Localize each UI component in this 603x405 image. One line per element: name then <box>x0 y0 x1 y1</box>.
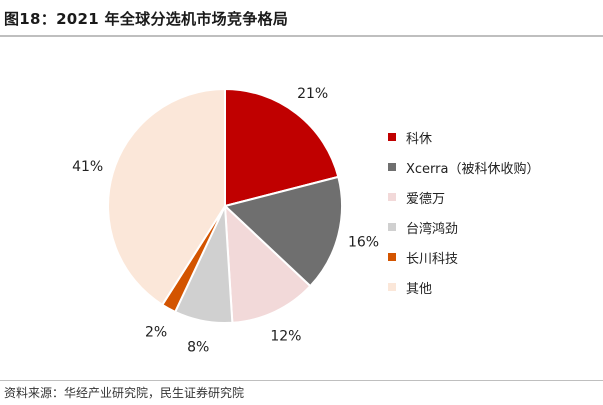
legend-swatch <box>388 163 396 171</box>
legend-swatch <box>388 223 396 231</box>
legend-label: 台湾鸿劲 <box>406 221 459 237</box>
legend-item-4: 台湾鸿劲 <box>388 216 539 238</box>
legend-item-3: 爱德万 <box>388 186 539 208</box>
slice-label-4: 8% <box>187 339 209 355</box>
legend-swatch <box>388 193 396 201</box>
legend-label: 其他 <box>406 281 433 297</box>
title-divider <box>0 35 603 37</box>
footer-divider <box>0 380 603 381</box>
pie-slice-3 <box>223 203 312 324</box>
legend-label: 爱德万 <box>406 191 446 207</box>
legend-label: 长川科技 <box>406 251 459 267</box>
legend-label: 科休 <box>406 131 433 147</box>
legend-swatch <box>388 283 396 291</box>
pie-slice-6 <box>107 87 226 307</box>
source-note: 资料来源：华经产业研究院，民生证券研究院 <box>4 386 245 400</box>
legend-swatch <box>388 133 396 141</box>
legend-item-5: 长川科技 <box>388 246 539 268</box>
legend-label: Xcerra（被科休收购） <box>406 161 540 177</box>
pie-slice-1 <box>224 87 340 208</box>
legend-item-1: 科休 <box>388 126 539 148</box>
slice-label-1: 21% <box>297 86 328 102</box>
chart-legend: 科休 Xcerra（被科休收购） 爱德万台湾鸿劲长川科技其他 <box>388 126 539 306</box>
slice-label-6: 41% <box>72 159 103 175</box>
slice-label-2: 16% <box>348 235 379 251</box>
slice-label-5: 2% <box>145 324 167 340</box>
pie-slice-2 <box>222 175 343 288</box>
pie-chart: 21% 16% 12% 8% 2% 41% <box>72 86 379 355</box>
slice-label-3: 12% <box>270 328 301 344</box>
legend-item-6: 其他 <box>388 276 539 298</box>
legend-item-2: Xcerra（被科休收购） <box>388 156 539 178</box>
legend-swatch <box>388 253 396 261</box>
chart-title: 图18：2021 年全球分选机市场竞争格局 <box>4 10 289 28</box>
